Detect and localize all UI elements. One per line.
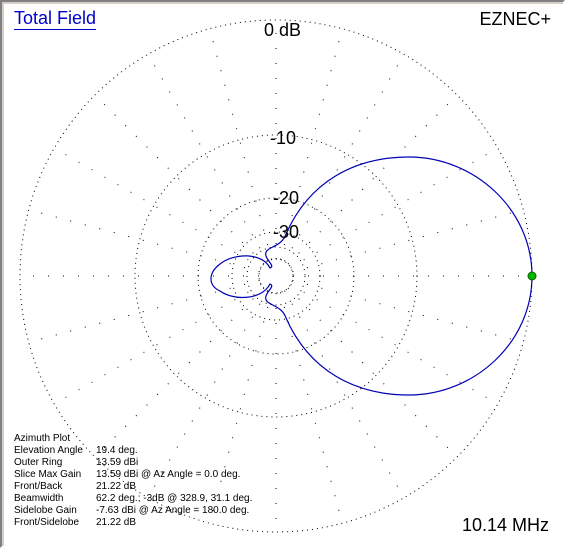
grid-spoke: [95, 288, 264, 457]
info-value: 13.59 dBi @ Az Angle = 0.0 deg.: [96, 469, 240, 481]
antenna-pattern-curve: [211, 157, 532, 395]
info-heading: Azimuth Plot: [14, 433, 252, 445]
grid-spoke: [210, 29, 272, 260]
info-value: 19.4 deg.: [96, 445, 138, 457]
grid-spoke: [29, 280, 260, 342]
ring-label-0db: 0 dB: [264, 20, 301, 41]
grid-spoke: [291, 148, 498, 268]
info-label: Sidelobe Gain: [14, 505, 96, 517]
grid-spoke: [292, 280, 523, 342]
grid-spoke: [292, 210, 523, 272]
info-value: 21.22 dB: [96, 517, 136, 529]
grid-spoke: [95, 95, 264, 264]
grid-ring: [259, 259, 293, 293]
info-panel: Azimuth Plot Elevation Angle 19.4 deg. Out…: [14, 433, 252, 529]
info-row: Front/Back 21.22 dB: [14, 481, 252, 493]
grid-spoke: [54, 285, 261, 405]
info-label: Front/Sidelobe: [14, 517, 96, 529]
grid-spoke: [29, 210, 260, 272]
grid-spoke: [285, 291, 405, 498]
max-gain-marker: [528, 272, 536, 280]
ring-label-minus10: -10: [270, 128, 296, 149]
info-value: 13.59 dBi: [96, 457, 138, 469]
info-row: Outer Ring 13.59 dBi: [14, 457, 252, 469]
info-value: 21.22 dB: [96, 481, 136, 493]
total-field-title[interactable]: Total Field: [14, 8, 96, 30]
grid-spoke: [288, 95, 457, 264]
info-row: Slice Max Gain 13.59 dBi @ Az Angle = 0.0…: [14, 469, 252, 481]
grid-spoke: [280, 292, 342, 523]
eznec-brand: EZNEC+: [479, 9, 551, 29]
info-row: Beamwidth 62.2 deg.; -3dB @ 328.9, 31.1 d…: [14, 493, 252, 505]
grid-spoke: [288, 288, 457, 457]
grid-spoke: [54, 148, 261, 268]
grid-spoke: [148, 54, 268, 261]
frequency-label: 10.14 MHz: [462, 515, 549, 536]
ring-label-minus20: -20: [273, 188, 299, 209]
info-value: -7.63 dBi @ Az Angle = 180.0 deg.: [96, 505, 249, 517]
info-value: 62.2 deg.; -3dB @ 328.9, 31.1 deg.: [96, 493, 252, 505]
info-label: Elevation Angle: [14, 445, 96, 457]
grid-spoke: [285, 54, 405, 261]
info-label: Slice Max Gain: [14, 469, 96, 481]
info-row: Front/Sidelobe 21.22 dB: [14, 517, 252, 529]
plot-canvas: Total Field EZNEC+ 0 dB -10 -20 -30 Azim…: [4, 4, 563, 546]
info-label: Beamwidth: [14, 493, 96, 505]
info-label: Outer Ring: [14, 457, 96, 469]
info-row: Elevation Angle 19.4 deg.: [14, 445, 252, 457]
grid-ring: [247, 247, 305, 305]
grid-ring: [135, 135, 417, 417]
info-label: Front/Back: [14, 481, 96, 493]
info-row: Sidelobe Gain -7.63 dBi @ Az Angle = 180.…: [14, 505, 252, 517]
grid-spoke: [291, 285, 498, 405]
ring-label-minus30: -30: [273, 222, 299, 243]
